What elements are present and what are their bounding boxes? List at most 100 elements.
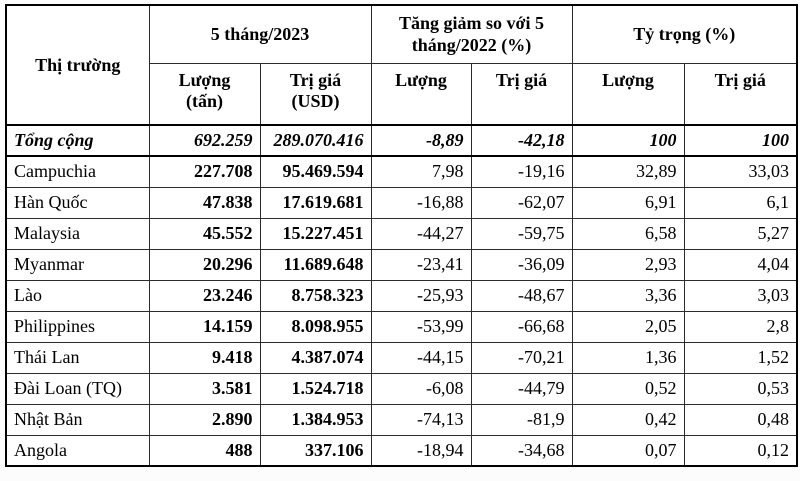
value-change-cell: -59,75: [470, 217, 573, 250]
market-cell: Myanmar: [5, 248, 150, 281]
table-header: Thị trường 5 tháng/2023 Tăng giảm so với…: [5, 4, 798, 126]
value-change-cell: -62,07: [470, 186, 573, 219]
value-usd-cell: 1.384.953: [259, 403, 372, 436]
col-header-market: Thị trường: [5, 4, 150, 126]
table-row: Malaysia 45.552 15.227.451 -44,27 -59,75 6,58…: [5, 217, 798, 250]
qty-change-cell: -44,27: [370, 217, 472, 250]
table-row: Campuchia 227.708 95.469.594 7,98 -19,16 32,8…: [5, 155, 798, 188]
qty-ton-cell: 9.418: [148, 341, 261, 374]
table-row: Nhật Bản 2.890 1.384.953 -74,13 -81,9 0,42 0,4…: [5, 403, 798, 436]
market-cell: Campuchia: [5, 155, 150, 188]
qty-ton-cell: 23.246: [148, 279, 261, 312]
qty-share-cell: 32,89: [571, 155, 685, 188]
col-group-change-vs-2022: Tăng giảm so với 5 tháng/2022 (%): [370, 4, 573, 64]
value-change-cell: -70,21: [470, 341, 573, 374]
table-row: Hàn Quốc 47.838 17.619.681 -16,88 -62,07 6,91…: [5, 186, 798, 219]
col-header-value-usd: Trị giá (USD): [259, 62, 372, 126]
qty-change-cell: -6,08: [370, 372, 472, 405]
value-share-cell: 0,48: [683, 403, 798, 436]
value-share-cell: 0,53: [683, 372, 798, 405]
value-change-cell: -34,68: [470, 434, 573, 467]
value-usd-cell: 15.227.451: [259, 217, 372, 250]
value-usd-cell: 95.469.594: [259, 155, 372, 188]
qty-ton-cell: 227.708: [148, 155, 261, 188]
col-header-value-change: Trị giá: [470, 62, 573, 126]
qty-change-cell: -18,94: [370, 434, 472, 467]
value-share-cell: 2,8: [683, 310, 798, 343]
qty-change-cell: -53,99: [370, 310, 472, 343]
value-usd-cell: 8.758.323: [259, 279, 372, 312]
qty-ton-cell: 14.159: [148, 310, 261, 343]
qty-change-cell: -44,15: [370, 341, 472, 374]
value-usd-cell: 8.098.955: [259, 310, 372, 343]
qty-change-cell: -23,41: [370, 248, 472, 281]
qty-ton-cell: 45.552: [148, 217, 261, 250]
header-sub-row: Lượng (tấn) Trị giá (USD) Lượng Trị giá …: [6, 62, 798, 126]
value-usd-cell: 289.070.416: [259, 124, 372, 157]
table-row: Myanmar 20.296 11.689.648 -23,41 -36,09 2,93 4…: [5, 248, 798, 281]
qty-ton-cell: 692.259: [148, 124, 261, 157]
market-cell: Tổng cộng: [5, 124, 150, 157]
col-group-share-percent: Tỷ trọng (%): [571, 4, 798, 64]
market-cell: Thái Lan: [5, 341, 150, 374]
header-group-row: Thị trường 5 tháng/2023 Tăng giảm so với…: [5, 4, 798, 126]
value-change-cell: -48,67: [470, 279, 573, 312]
market-cell: Malaysia: [5, 217, 150, 250]
col-group-period-2023: 5 tháng/2023: [148, 4, 372, 64]
col-header-qty-ton: Lượng (tấn): [148, 62, 261, 126]
trade-statistics-table: Thị trường 5 tháng/2023 Tăng giảm so với…: [5, 4, 799, 467]
value-change-cell: -81,9: [470, 403, 573, 436]
qty-share-cell: 0,07: [571, 434, 685, 467]
qty-ton-cell: 2.890: [148, 403, 261, 436]
qty-change-cell: 7,98: [370, 155, 472, 188]
qty-change-cell: -74,13: [370, 403, 472, 436]
value-change-cell: -42,18: [470, 124, 573, 157]
col-header-qty-change: Lượng: [370, 62, 472, 126]
qty-share-cell: 6,91: [571, 186, 685, 219]
value-usd-cell: 17.619.681: [259, 186, 372, 219]
qty-ton-cell: 488: [148, 434, 261, 467]
value-share-cell: 3,03: [683, 279, 798, 312]
value-usd-cell: 11.689.648: [259, 248, 372, 281]
qty-share-cell: 0,52: [571, 372, 685, 405]
qty-share-cell: 1,36: [571, 341, 685, 374]
qty-ton-cell: 20.296: [148, 248, 261, 281]
market-cell: Philippines: [5, 310, 150, 343]
value-usd-cell: 1.524.718: [259, 372, 372, 405]
value-usd-cell: 337.106: [259, 434, 372, 467]
value-usd-cell: 4.387.074: [259, 341, 372, 374]
market-cell: Lào: [5, 279, 150, 312]
qty-share-cell: 3,36: [571, 279, 685, 312]
table-row: Đài Loan (TQ) 3.581 1.524.718 -6,08 -44,79 0,…: [5, 372, 798, 405]
value-change-cell: -66,68: [470, 310, 573, 343]
qty-ton-cell: 3.581: [148, 372, 261, 405]
col-header-value-share: Trị giá: [683, 62, 798, 126]
table-row: Philippines 14.159 8.098.955 -53,99 -66,68 2,…: [5, 310, 798, 343]
qty-change-cell: -8,89: [370, 124, 472, 157]
value-share-cell: 1,52: [683, 341, 798, 374]
market-cell: Hàn Quốc: [5, 186, 150, 219]
table-row: Lào 23.246 8.758.323 -25,93 -48,67 3,36 3,03: [5, 279, 798, 312]
value-share-cell: 4,04: [683, 248, 798, 281]
col-header-qty-share: Lượng: [571, 62, 685, 126]
value-share-cell: 6,1: [683, 186, 798, 219]
value-share-cell: 33,03: [683, 155, 798, 188]
table-body: Tổng cộng 692.259 289.070.416 -8,89 -42,18 10…: [5, 124, 798, 467]
market-cell: Angola: [5, 434, 150, 467]
market-cell: Nhật Bản: [5, 403, 150, 436]
qty-change-cell: -25,93: [370, 279, 472, 312]
qty-share-cell: 2,05: [571, 310, 685, 343]
market-cell: Đài Loan (TQ): [5, 372, 150, 405]
table-row: Thái Lan 9.418 4.387.074 -44,15 -70,21 1,36 1,…: [5, 341, 798, 374]
value-share-cell: 100: [683, 124, 798, 157]
trade-statistics-table-container: Thị trường 5 tháng/2023 Tăng giảm so với…: [5, 4, 799, 467]
value-share-cell: 0,12: [683, 434, 798, 467]
value-change-cell: -19,16: [470, 155, 573, 188]
qty-share-cell: 2,93: [571, 248, 685, 281]
qty-share-cell: 100: [571, 124, 685, 157]
qty-change-cell: -16,88: [370, 186, 472, 219]
value-change-cell: -44,79: [470, 372, 573, 405]
value-share-cell: 5,27: [683, 217, 798, 250]
qty-share-cell: 6,58: [571, 217, 685, 250]
value-change-cell: -36,09: [470, 248, 573, 281]
